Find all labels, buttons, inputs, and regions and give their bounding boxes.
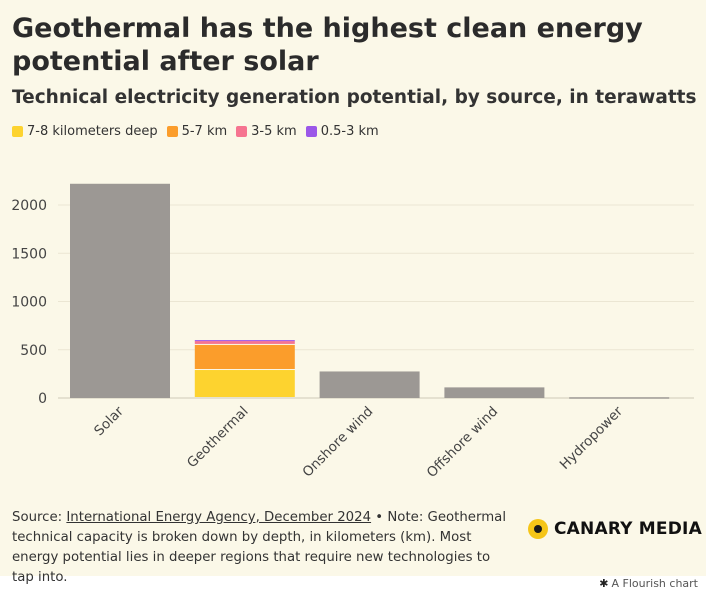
x-tick-label: Onshore wind <box>299 404 376 481</box>
legend-swatch <box>12 126 23 137</box>
legend-label: 5-7 km <box>181 124 228 139</box>
canary-media-logo[interactable]: CANARY MEDIA <box>528 519 702 539</box>
x-tick-label: Offshore wind <box>424 404 501 481</box>
footer-note: Source: International Energy Agency, Dec… <box>12 508 512 588</box>
source-link[interactable]: International Energy Agency, December 20… <box>66 510 372 525</box>
legend-label: 3-5 km <box>251 124 297 139</box>
legend-item-5-7km[interactable]: 5-7 km <box>166 124 228 139</box>
asterisk-icon: ✱ <box>599 577 609 590</box>
note-text: • Note: Geothermal technical capacity is… <box>12 510 507 585</box>
y-tick-label: 1000 <box>11 295 47 311</box>
y-tick-label: 500 <box>20 343 47 359</box>
bar <box>319 371 420 398</box>
bar <box>70 183 170 398</box>
bar-segment <box>194 341 295 344</box>
bar-chart: 0 500 1000 1500 2000 Solar Geothermal Onshore w… <box>11 183 694 481</box>
legend-label: 7-8 kilometers deep <box>27 124 158 139</box>
bar <box>444 387 545 398</box>
chart-subtitle: Technical electricity generation potenti… <box>12 87 697 108</box>
flourish-credit[interactable]: ✱ A Flourish chart <box>599 577 698 590</box>
legend-item-3-5km[interactable]: 3-5 km <box>236 124 297 139</box>
bar-segment <box>194 344 295 370</box>
legend-item-7-8km[interactable]: 7-8 kilometers deep <box>12 124 158 139</box>
source-prefix: Source: <box>12 510 67 525</box>
legend-swatch <box>305 126 317 137</box>
x-tick-label: Geothermal <box>184 404 252 472</box>
legend-item-0.5-3km[interactable]: 0.5-3 km <box>305 124 379 139</box>
bar-segment <box>194 370 295 397</box>
brand-name: CANARY MEDIA <box>554 519 702 539</box>
flourish-credit-label: A Flourish chart <box>611 577 698 590</box>
legend: 7-8 kilometers deep 5-7 km 3-5 km 0.5-3 … <box>12 124 388 139</box>
x-tick-label: Solar <box>91 403 127 439</box>
legend-swatch <box>236 126 248 137</box>
legend-label: 0.5-3 km <box>320 124 379 139</box>
legend-swatch <box>166 126 178 137</box>
bar-segment <box>194 340 295 342</box>
y-tick-label: 1500 <box>11 246 47 262</box>
chart-title: Geothermal has the highest clean energy … <box>12 13 643 77</box>
canary-dot-icon <box>528 519 548 539</box>
y-tick-label: 0 <box>38 391 47 407</box>
bar <box>569 397 670 399</box>
y-tick-label: 2000 <box>11 198 47 214</box>
x-tick-label: Hydropower <box>557 403 627 473</box>
